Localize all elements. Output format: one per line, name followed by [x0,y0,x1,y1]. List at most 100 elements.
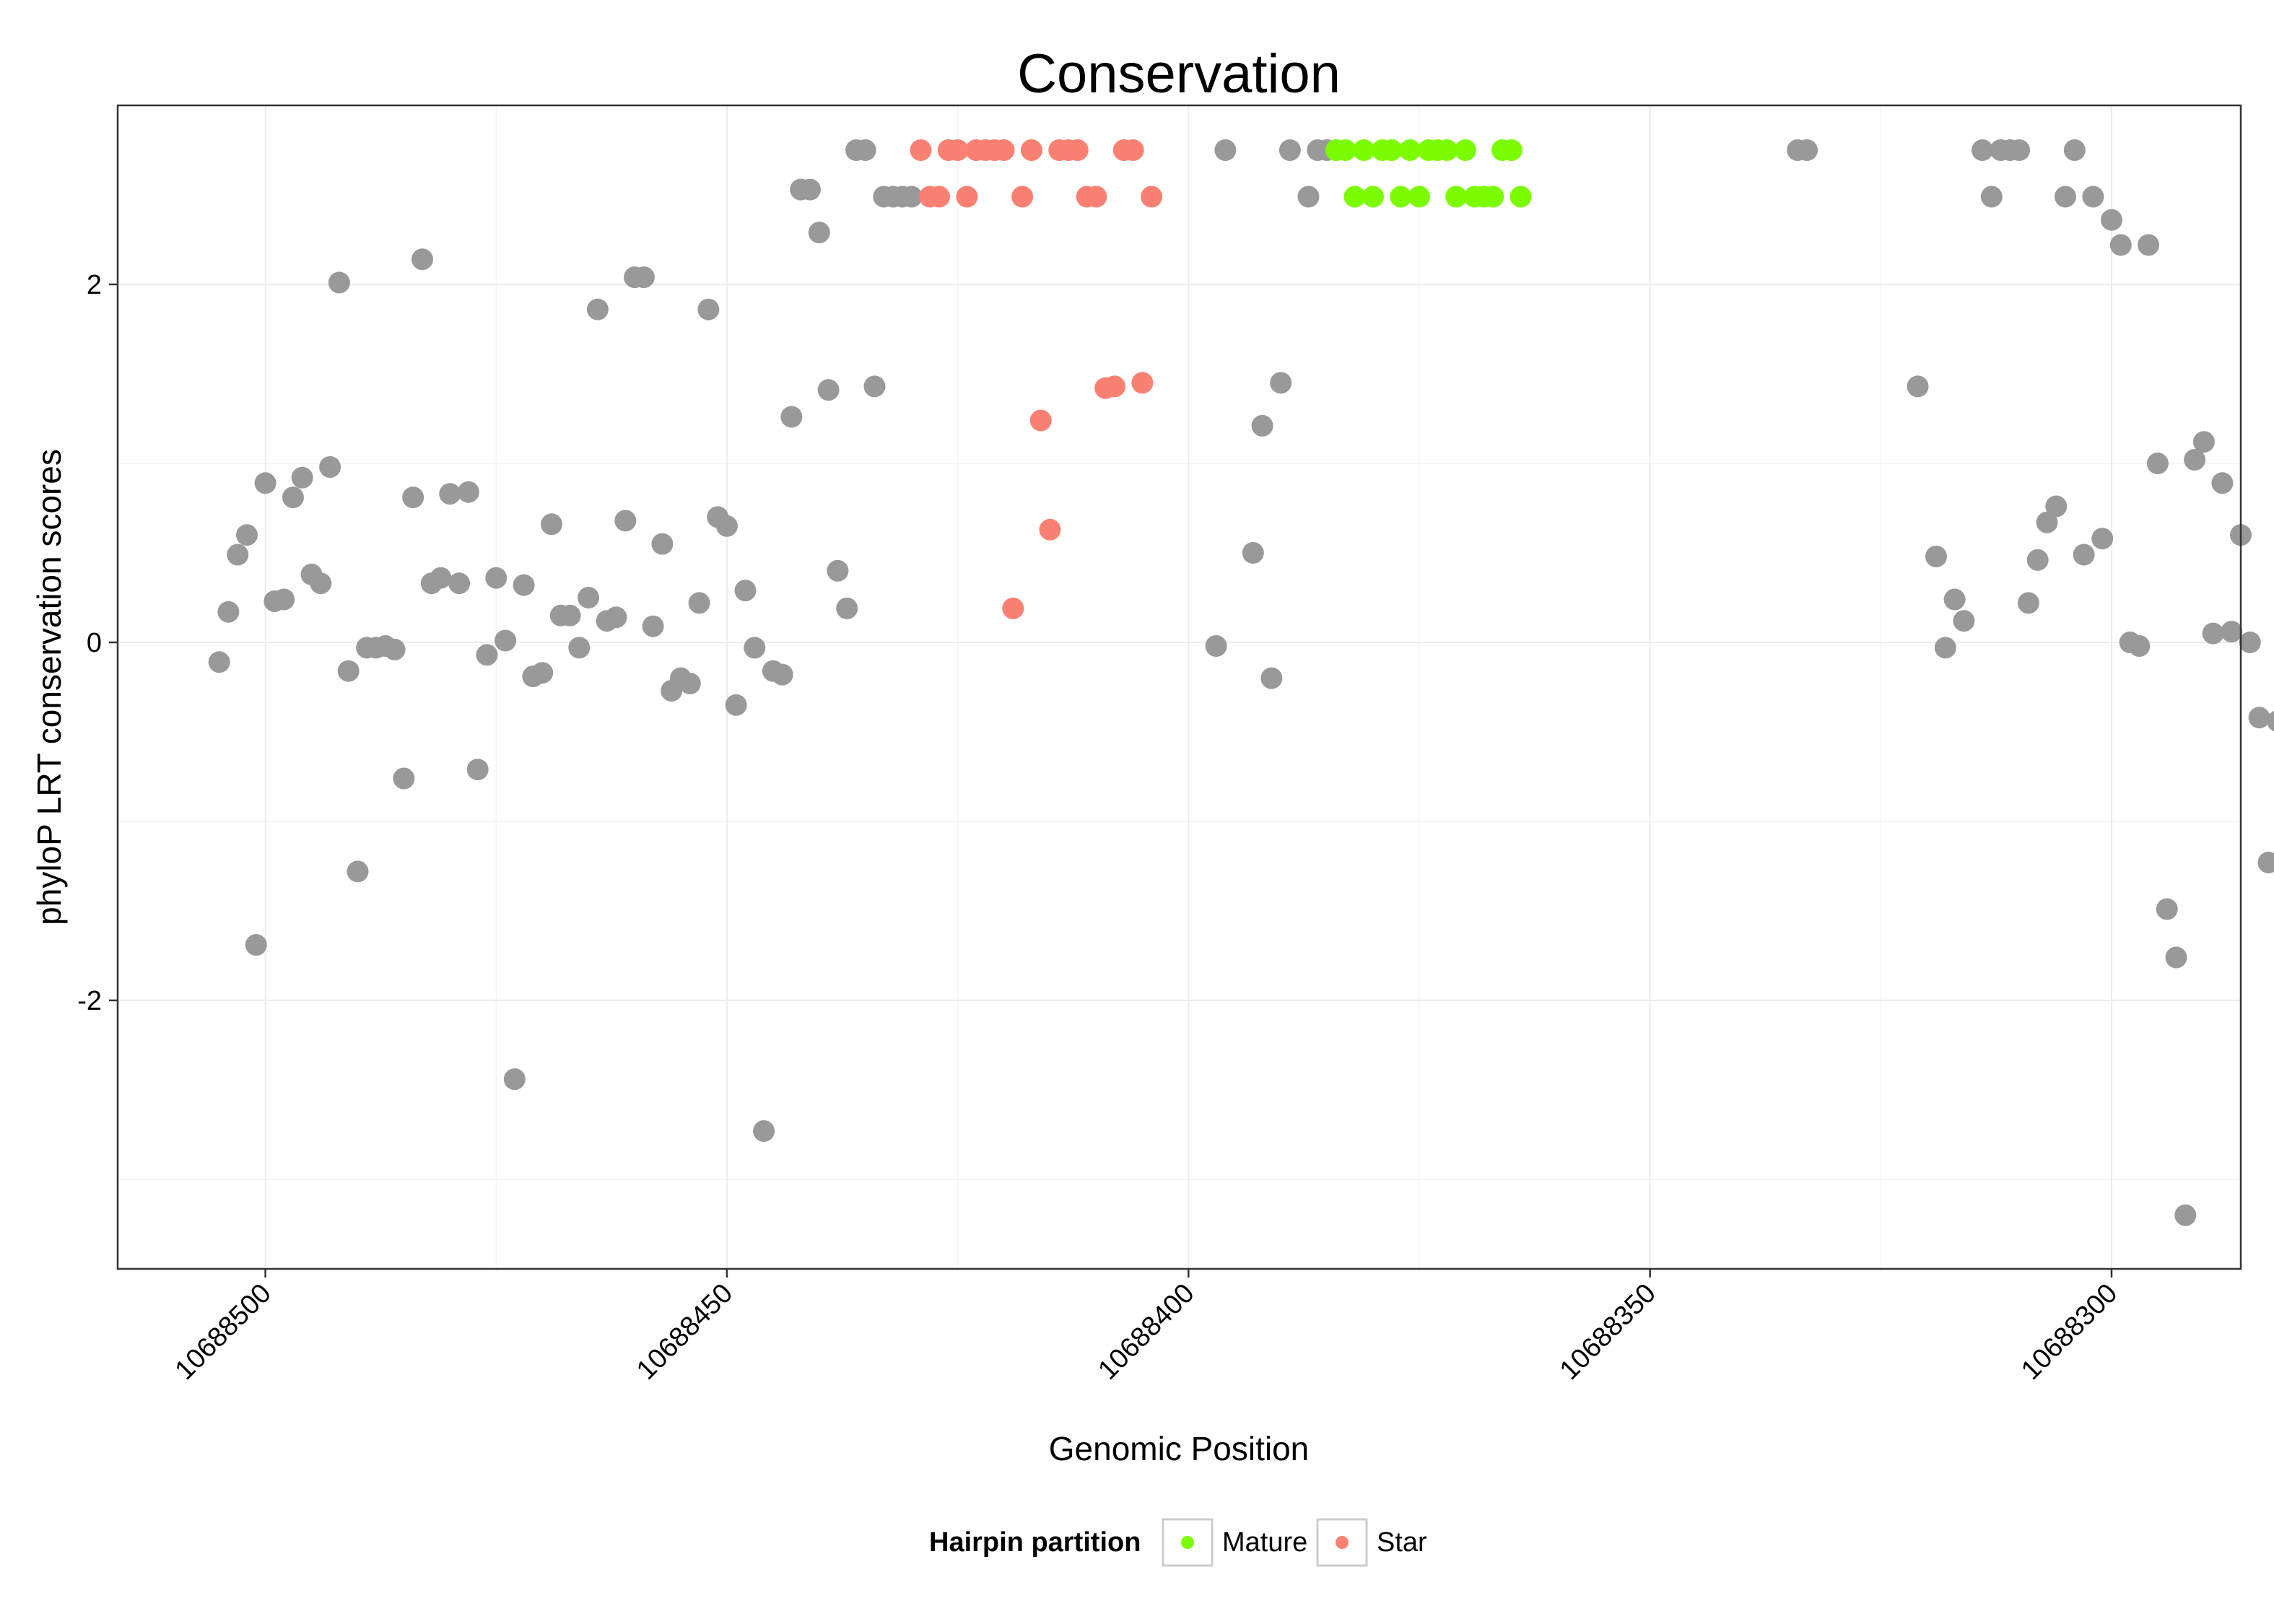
point-other [651,533,674,555]
y-axis: 2 0 -2 [77,270,118,1016]
point-other [1297,185,1320,208]
point-star [946,139,969,161]
point-other [503,1068,526,1091]
point-other [744,637,766,659]
point-other [208,651,230,673]
x-tick-label: 10688350 [1554,1278,1662,1386]
point-other [2045,495,2068,518]
point-other [541,513,562,536]
point-other [1270,372,1292,394]
point-star [1131,372,1154,394]
data-points [208,139,2274,1226]
point-other [254,472,276,494]
point-star [1011,185,1034,208]
point-other [854,139,876,161]
point-other [1242,542,1264,564]
point-other [900,185,923,208]
point-other [827,559,849,582]
point-other [485,567,507,589]
grid-major [118,105,2241,1269]
point-other [227,543,249,566]
point-other [476,644,498,666]
point-other [1260,667,1283,689]
point-other [291,466,313,489]
point-other [725,694,747,716]
point-other [715,515,738,537]
point-other [586,298,609,320]
point-other [836,597,858,619]
plot-border [116,104,2242,1270]
x-axis-label: Genomic Position [1049,1430,1310,1467]
point-other [393,767,415,790]
x-tick-label: 10688450 [631,1278,739,1386]
point-star [993,139,1015,161]
point-star [928,185,950,208]
plot-panel [118,105,2241,1269]
point-mature [1408,185,1430,208]
point-other [282,486,304,509]
point-other [448,572,471,595]
point-other [1278,139,1301,161]
point-star [1002,597,1024,619]
point-other [495,629,517,652]
point-other [559,604,581,627]
point-other [513,574,535,596]
point-other [383,638,406,660]
chart-title: Conservation [1017,43,1341,105]
point-mature [1334,139,1356,161]
point-other [2101,209,2122,231]
point-other [817,379,840,401]
point-star [1104,375,1125,398]
point-other [614,510,637,532]
point-other [697,298,720,320]
point-other [780,406,803,428]
x-tick-label: 10688500 [170,1278,277,1386]
point-other [2211,472,2234,494]
point-other [430,567,452,589]
point-other [753,1120,775,1142]
point-other [2109,234,2132,256]
legend-label-mature: Mature [1222,1527,1307,1558]
point-mature [1510,185,1532,208]
point-other [2073,543,2095,566]
point-star [1141,185,1163,208]
point-other [457,481,479,503]
point-other [1205,635,1227,657]
point-other [799,178,821,201]
point-other [466,759,489,781]
legend-title: Hairpin partition [929,1527,1141,1558]
point-other [217,601,240,623]
point-other [2036,511,2058,533]
point-other [2174,1204,2197,1226]
point-other [688,592,710,614]
point-mature [1362,185,1384,208]
point-other [245,934,267,956]
point-other [2239,632,2261,653]
point-other [605,606,627,629]
point-other [2128,635,2151,657]
point-other [2138,234,2160,256]
point-mature [1454,139,1476,161]
point-other [2267,710,2274,732]
y-tick-label: 0 [87,628,102,658]
point-other [328,271,350,294]
point-mature [1436,139,1458,161]
point-other [679,673,701,694]
legend-dot-star [1336,1536,1349,1549]
point-star [1039,518,1061,541]
point-star [1020,139,1042,161]
point-other [2202,622,2224,645]
point-mature [1353,139,1375,161]
point-other [1796,139,1818,161]
point-star [1029,409,1052,432]
point-mature [1390,185,1412,208]
point-other [1943,588,1966,611]
point-other [2221,621,2243,643]
point-star [1066,139,1089,161]
point-other [2184,449,2206,471]
point-other [863,375,886,398]
point-other [402,486,424,509]
point-other [1907,375,1929,398]
x-tick-label: 10688400 [1092,1278,1200,1386]
